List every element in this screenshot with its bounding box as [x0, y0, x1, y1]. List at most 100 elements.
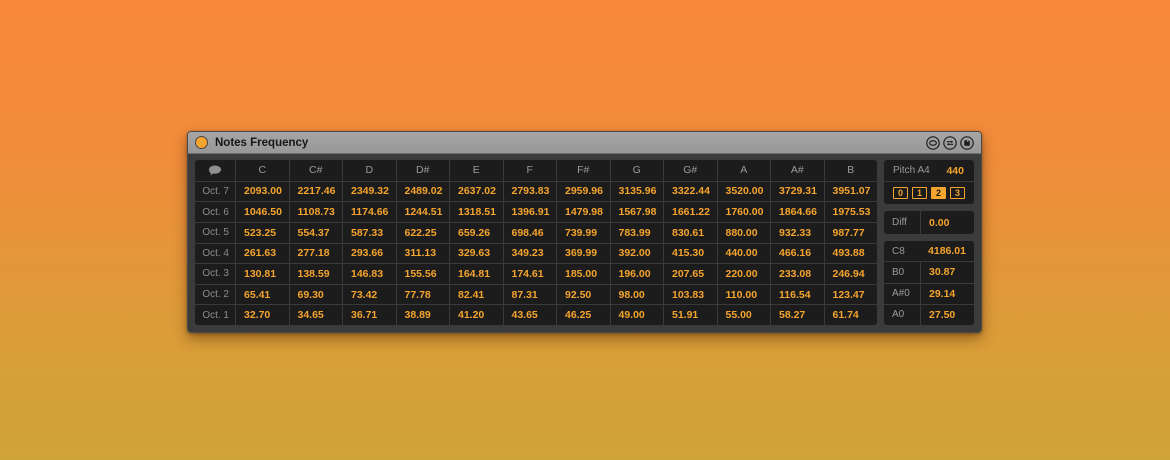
freq-cell-d: 2349.32 — [342, 181, 396, 202]
freq-cell-f-sharp: 2959.96 — [556, 181, 610, 202]
frequency-table: C C# D D# E F F# G — [195, 160, 877, 325]
freq-cell-g-sharp: 830.61 — [663, 222, 717, 243]
freq-cell-g: 1567.98 — [609, 202, 664, 222]
reference-note-label-2: A#0 — [892, 288, 910, 300]
table-row-6: Oct. 1 32.70 34.65 36.71 38.89 41.20 43.… — [195, 304, 877, 325]
pitch-box: Pitch A4 440 0 1 2 3 — [884, 160, 974, 204]
reference-note-value-1: 30.87 — [929, 266, 956, 279]
reference-note-value-2: 29.14 — [929, 287, 956, 300]
table-row-5: Oct. 2 65.41 69.30 73.42 77.78 82.41 87.… — [195, 283, 878, 305]
freq-cell-f: 698.46 — [502, 222, 557, 243]
freq-cell-a-sharp: 1864.66 — [770, 202, 824, 222]
freq-cell-b: 61.74 — [823, 305, 878, 325]
freq-cell-e: 329.63 — [449, 243, 503, 264]
pitch-row: Pitch A4 440 — [884, 160, 974, 182]
diff-value: 0.00 — [929, 216, 950, 229]
transpose-button-row: 0 1 2 3 — [884, 182, 974, 204]
reference-note-row-3: A0 27.50 — [884, 303, 974, 325]
row-label-2: Oct. 5 — [202, 227, 229, 239]
freq-cell-d-sharp: 2489.02 — [395, 181, 450, 202]
freq-cell-b: 123.47 — [823, 284, 878, 305]
hot-swap-button[interactable] — [943, 135, 957, 150]
freq-cell-f-sharp: 369.99 — [556, 243, 610, 264]
freq-cell-d-sharp: 77.78 — [395, 284, 450, 305]
transpose-button-3[interactable]: 3 — [950, 187, 965, 199]
freq-cell-c: 261.63 — [235, 243, 289, 264]
table-row-0: Oct. 7 2093.00 2217.46 2349.32 2489.02 2… — [195, 180, 877, 202]
freq-cell-c: 32.70 — [235, 305, 289, 325]
reference-note-label-1: B0 — [892, 266, 905, 278]
freq-cell-c-sharp: 69.30 — [288, 284, 343, 305]
freq-cell-b: 1975.53 — [823, 202, 878, 222]
device-title: Notes Frequency — [215, 136, 309, 149]
device-activator-toggle[interactable] — [195, 136, 208, 149]
freq-cell-g-sharp: 1661.22 — [663, 202, 717, 222]
freq-cell-e: 41.20 — [449, 305, 503, 325]
freq-cell-a: 880.00 — [716, 222, 771, 243]
reference-note-separator — [920, 304, 921, 325]
max-edit-icon — [926, 135, 940, 150]
freq-cell-d: 293.66 — [342, 243, 396, 264]
row-label-0: Oct. 7 — [202, 185, 229, 197]
titlebar-buttons — [926, 135, 974, 150]
reference-note-label-3: A0 — [892, 309, 905, 321]
device-titlebar[interactable]: Notes Frequency — [188, 132, 981, 154]
freq-cell-c-sharp: 1108.73 — [288, 202, 343, 222]
freq-cell-c: 1046.50 — [235, 202, 289, 222]
save-preset-button[interactable] — [960, 135, 974, 150]
reference-note-value-3: 27.50 — [929, 308, 956, 321]
freq-cell-d: 73.42 — [342, 284, 396, 305]
freq-cell-f: 349.23 — [502, 243, 557, 264]
table-row-2: Oct. 5 523.25 554.37 587.33 622.25 659.2… — [195, 221, 877, 243]
pitch-label: Pitch A4 — [893, 165, 930, 176]
freq-cell-a-sharp: 3729.31 — [770, 181, 824, 202]
reference-note-separator — [920, 283, 921, 304]
side-panel: Pitch A4 440 0 1 2 3 — [884, 160, 974, 325]
freq-cell-g: 98.00 — [609, 284, 664, 305]
freq-cell-c-sharp: 277.18 — [288, 243, 343, 264]
freq-cell-e: 1318.51 — [449, 202, 503, 222]
column-header-7: G — [609, 160, 664, 181]
freq-cell-f: 174.61 — [502, 264, 557, 284]
freq-cell-c: 65.41 — [235, 284, 289, 305]
freq-cell-e: 2637.02 — [449, 181, 503, 202]
freq-cell-f: 2793.83 — [502, 181, 557, 202]
freq-cell-b: 246.94 — [823, 264, 878, 284]
freq-cell-f: 43.65 — [502, 305, 557, 325]
freq-cell-e: 659.26 — [449, 222, 503, 243]
column-header-11: B — [823, 160, 878, 181]
table-header-row: C C# D D# E F F# G — [195, 160, 877, 181]
freq-cell-a: 220.00 — [716, 264, 771, 284]
freq-cell-g-sharp: 415.30 — [663, 243, 717, 264]
row-label-5: Oct. 2 — [202, 289, 229, 301]
pitch-value-field[interactable]: 440 — [946, 164, 964, 177]
transpose-button-0[interactable]: 0 — [893, 187, 908, 199]
column-header-2: D — [342, 160, 396, 181]
freq-cell-a-sharp: 116.54 — [770, 284, 824, 305]
reference-note-value-0: 4186.01 — [928, 245, 966, 258]
diff-label: Diff — [892, 217, 907, 228]
reference-note-row-0: C8 4186.01 — [884, 241, 974, 262]
freq-cell-d: 1174.66 — [342, 202, 396, 222]
column-header-10: A# — [770, 160, 824, 181]
freq-cell-d: 36.71 — [342, 305, 396, 325]
freq-cell-e: 82.41 — [449, 284, 503, 305]
transpose-button-1[interactable]: 1 — [912, 187, 927, 199]
freq-cell-a-sharp: 233.08 — [770, 264, 824, 284]
freq-cell-g: 392.00 — [609, 243, 664, 264]
row-label-4: Oct. 3 — [202, 268, 229, 280]
column-header-0: C — [235, 160, 289, 181]
freq-cell-g-sharp: 51.91 — [663, 305, 717, 325]
comment-bubble-icon — [195, 160, 235, 181]
max-edit-button[interactable] — [926, 135, 940, 150]
hot-swap-icon — [943, 135, 957, 150]
freq-cell-e: 164.81 — [449, 264, 503, 284]
notes-frequency-device: Notes Frequency — [187, 131, 982, 333]
freq-cell-f-sharp: 92.50 — [556, 284, 610, 305]
freq-cell-c-sharp: 554.37 — [288, 222, 343, 243]
freq-cell-f-sharp: 739.99 — [556, 222, 610, 243]
column-header-4: E — [449, 160, 503, 181]
transpose-button-2[interactable]: 2 — [931, 187, 946, 199]
save-icon — [960, 135, 974, 150]
